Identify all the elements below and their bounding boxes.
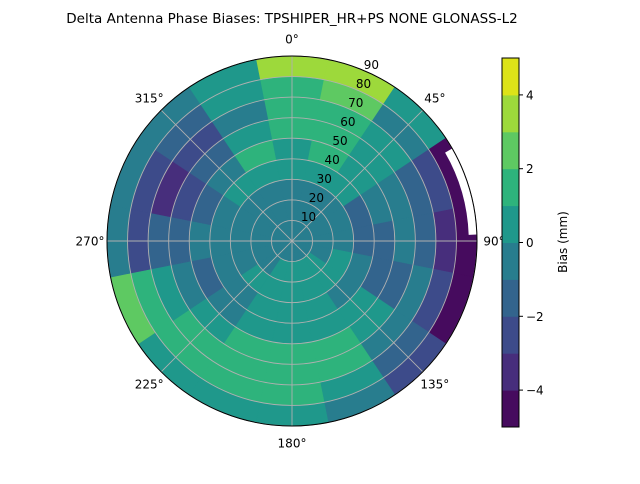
colorbar-bin xyxy=(502,205,519,243)
colorbar-bin xyxy=(502,168,519,207)
radial-tick-label: 40 xyxy=(324,153,339,167)
colorbar-bin xyxy=(502,353,519,391)
angle-tick-label: 0° xyxy=(285,33,299,47)
angle-tick-label: 135° xyxy=(420,377,449,391)
angle-tick-label: 315° xyxy=(135,92,164,106)
radial-tick-label: 20 xyxy=(309,191,324,205)
missing-data-patch xyxy=(445,148,477,235)
colorbar-tick-label: 4 xyxy=(526,88,534,102)
angle-tick-labels: 0° 45° 90° 135° 180° 225° 270° 315° xyxy=(76,33,505,451)
angle-tick-label: 270° xyxy=(76,235,105,249)
angle-tick-label: 45° xyxy=(424,92,445,106)
colorbar-tick-label: −2 xyxy=(526,310,544,324)
colorbar-tick-label: 0 xyxy=(526,236,534,250)
colorbar-bin xyxy=(502,58,519,96)
radial-tick-label: 10 xyxy=(301,210,316,224)
radial-tick-label: 30 xyxy=(317,172,332,186)
colorbar-bin xyxy=(502,279,519,317)
colorbar-label: Bias (mm) xyxy=(556,211,570,273)
angle-tick-label: 180° xyxy=(278,437,307,451)
colorbar-tick-label: −4 xyxy=(526,384,544,398)
colorbar-bin xyxy=(502,242,519,280)
colorbar-bin xyxy=(502,131,519,170)
radial-tick-label: 60 xyxy=(340,115,355,129)
radial-tick-labels: 10 20 30 40 50 60 70 80 90 xyxy=(301,58,379,224)
polar-grid xyxy=(106,55,478,427)
colorbar-bin xyxy=(502,94,519,133)
colorbar-tick-label: 2 xyxy=(526,162,534,176)
colorbar-bin xyxy=(502,390,519,428)
radial-tick-label: 80 xyxy=(356,77,371,91)
radial-tick-label: 90 xyxy=(364,58,379,72)
colorbar: −4 −2 0 2 4 xyxy=(501,57,544,428)
chart-title: Delta Antenna Phase Biases: TPSHIPER_HR+… xyxy=(66,11,517,27)
angular-gridline xyxy=(160,109,424,373)
polar-frame xyxy=(106,55,478,427)
radial-tick-label: 50 xyxy=(332,134,347,148)
radial-tick-label: 70 xyxy=(348,96,363,110)
angle-tick-label: 225° xyxy=(135,377,164,391)
angle-tick-label: 90° xyxy=(483,235,504,249)
colorbar-bin xyxy=(502,316,519,354)
